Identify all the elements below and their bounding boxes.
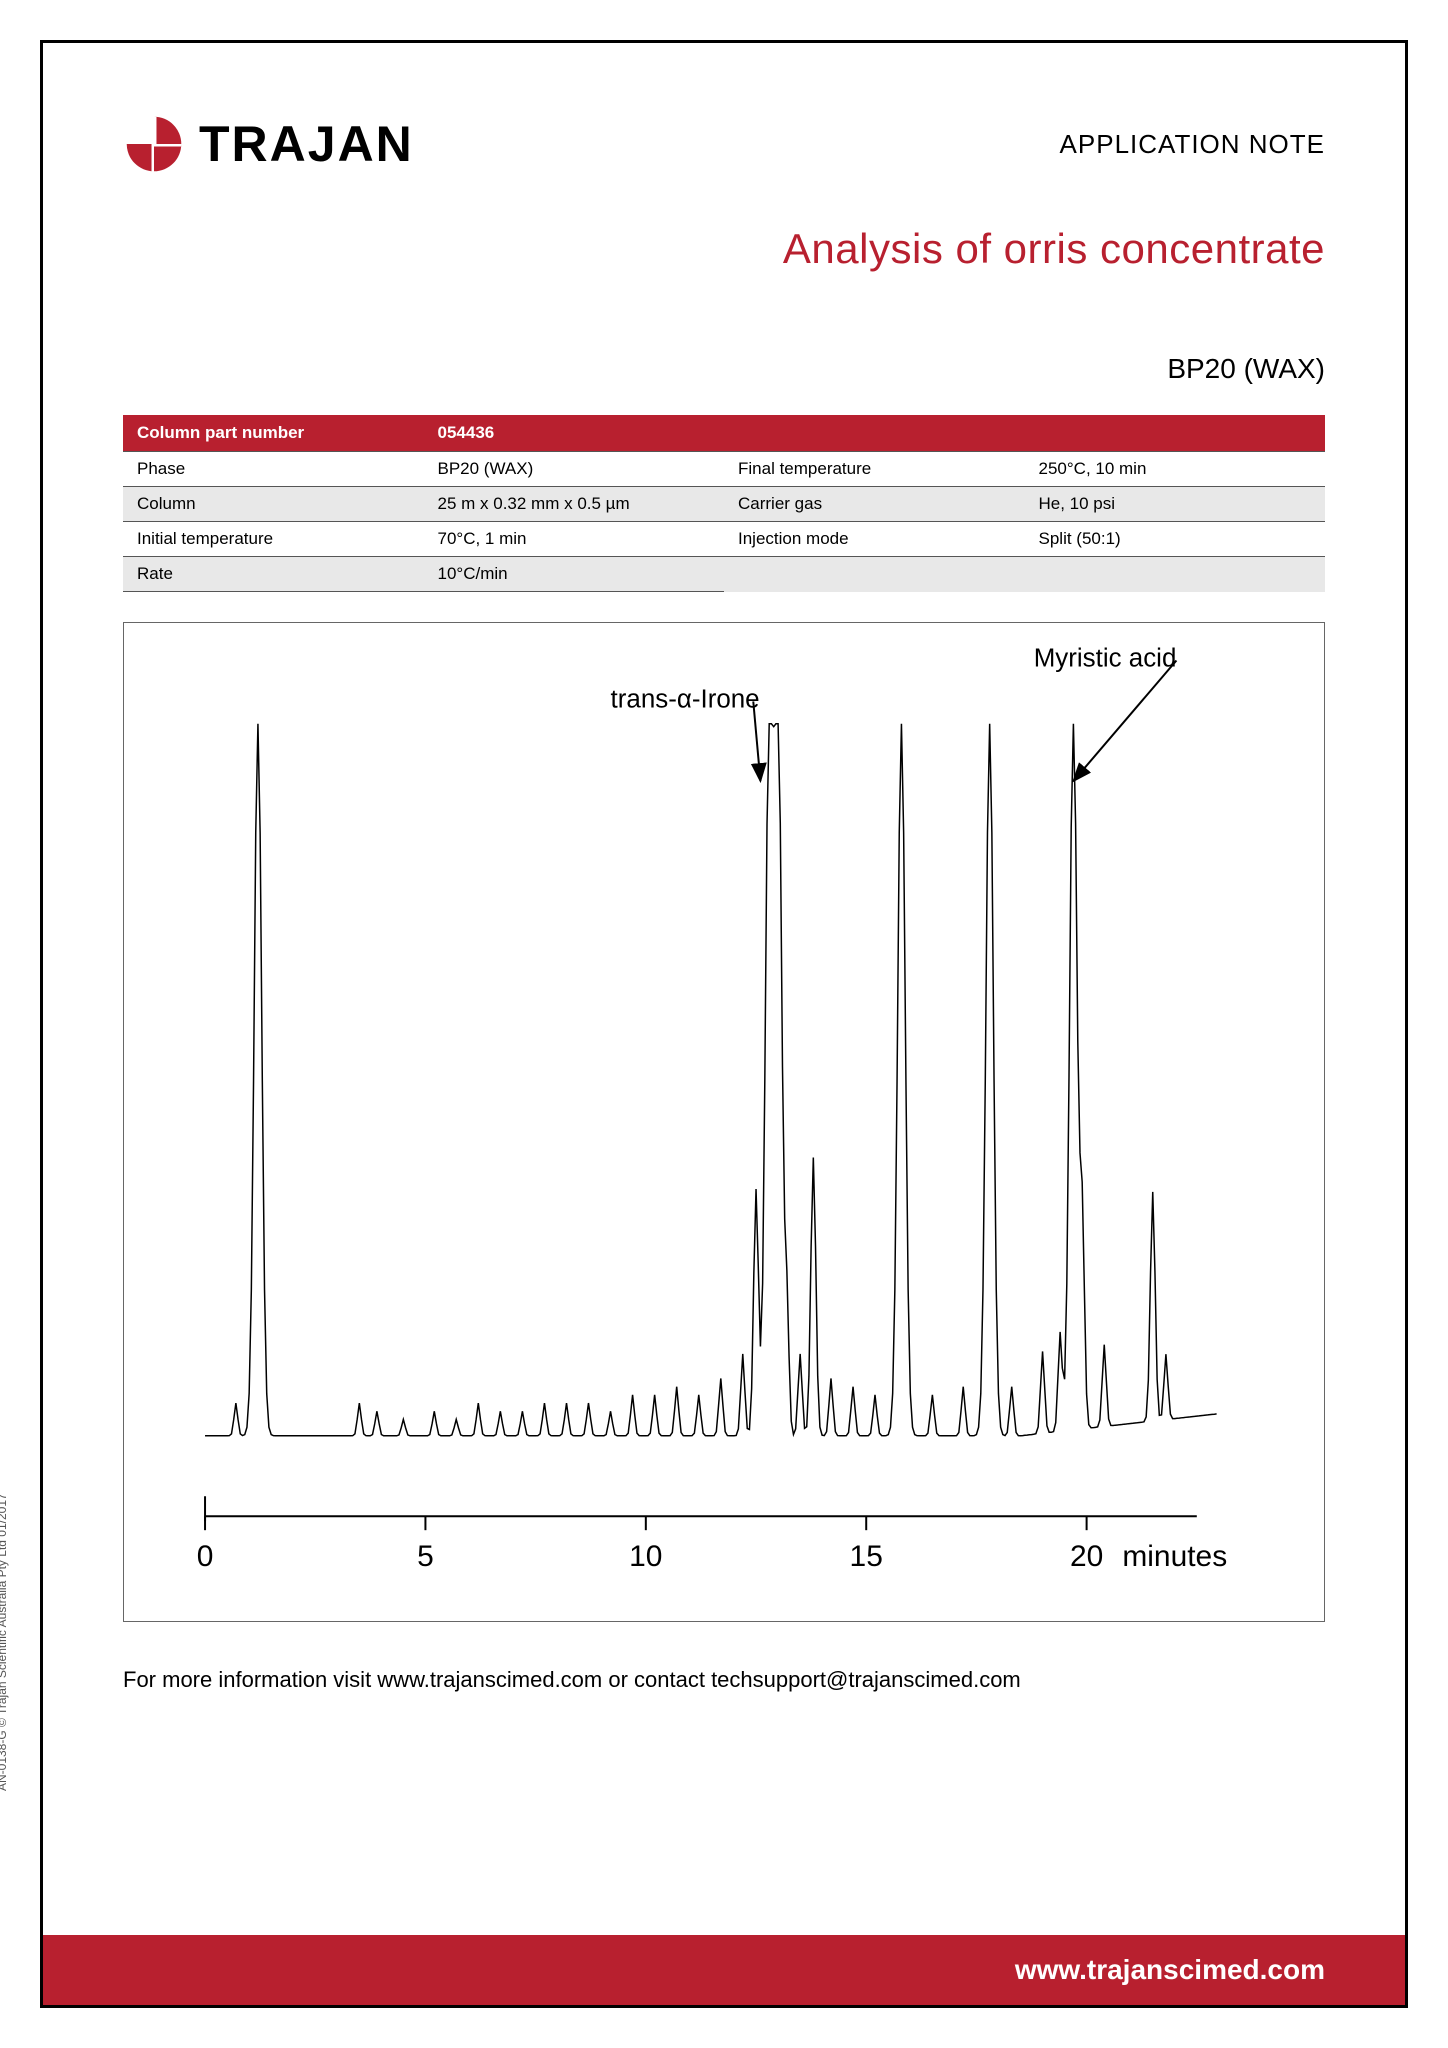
header-row: TRAJAN APPLICATION NOTE	[123, 113, 1325, 175]
table-header-value: 054436	[424, 415, 1326, 452]
svg-text:Myristic acid: Myristic acid	[1034, 645, 1177, 673]
table-row: Column 25 m x 0.32 mm x 0.5 µm Carrier g…	[123, 487, 1325, 522]
table-header-label: Column part number	[123, 415, 424, 452]
table-row: Initial temperature 70°C, 1 min Injectio…	[123, 522, 1325, 557]
svg-text:minutes: minutes	[1122, 1540, 1227, 1573]
parameters-table: Column part number 054436 Phase BP20 (WA…	[123, 415, 1325, 592]
footer-bar: www.trajanscimed.com	[43, 1935, 1405, 2005]
content-area: TRAJAN APPLICATION NOTE Analysis of orri…	[43, 43, 1405, 1693]
svg-text:10: 10	[629, 1540, 662, 1573]
svg-text:5: 5	[417, 1540, 434, 1573]
table-row: Rate 10°C/min	[123, 557, 1325, 592]
svg-text:20: 20	[1070, 1540, 1103, 1573]
page-frame: TRAJAN APPLICATION NOTE Analysis of orri…	[40, 40, 1408, 2008]
footer-url: www.trajanscimed.com	[1015, 1954, 1325, 1986]
document-title: Analysis of orris concentrate	[123, 225, 1325, 273]
logo-icon	[123, 113, 185, 175]
table-header-row: Column part number 054436	[123, 415, 1325, 452]
logo-text: TRAJAN	[199, 115, 414, 173]
side-credit: AN-0138-G © Trajan Scientific Australia …	[0, 1493, 9, 1791]
chromatogram-chart: 0 5 10 15 20 minutes trans-α-Irone Myristic aci…	[123, 622, 1325, 1622]
svg-text:15: 15	[850, 1540, 883, 1573]
svg-text:0: 0	[197, 1540, 214, 1573]
logo: TRAJAN	[123, 113, 414, 175]
more-info-text: For more information visit www.trajansci…	[123, 1667, 1325, 1693]
chromatogram-svg: 0 5 10 15 20 minutes trans-α-Irone Myristic aci…	[124, 623, 1324, 1621]
svg-text:trans-α-Irone: trans-α-Irone	[611, 685, 760, 713]
app-note-label: APPLICATION NOTE	[1060, 129, 1325, 160]
table-row: Phase BP20 (WAX) Final temperature 250°C…	[123, 452, 1325, 487]
document-subtitle: BP20 (WAX)	[123, 353, 1325, 385]
